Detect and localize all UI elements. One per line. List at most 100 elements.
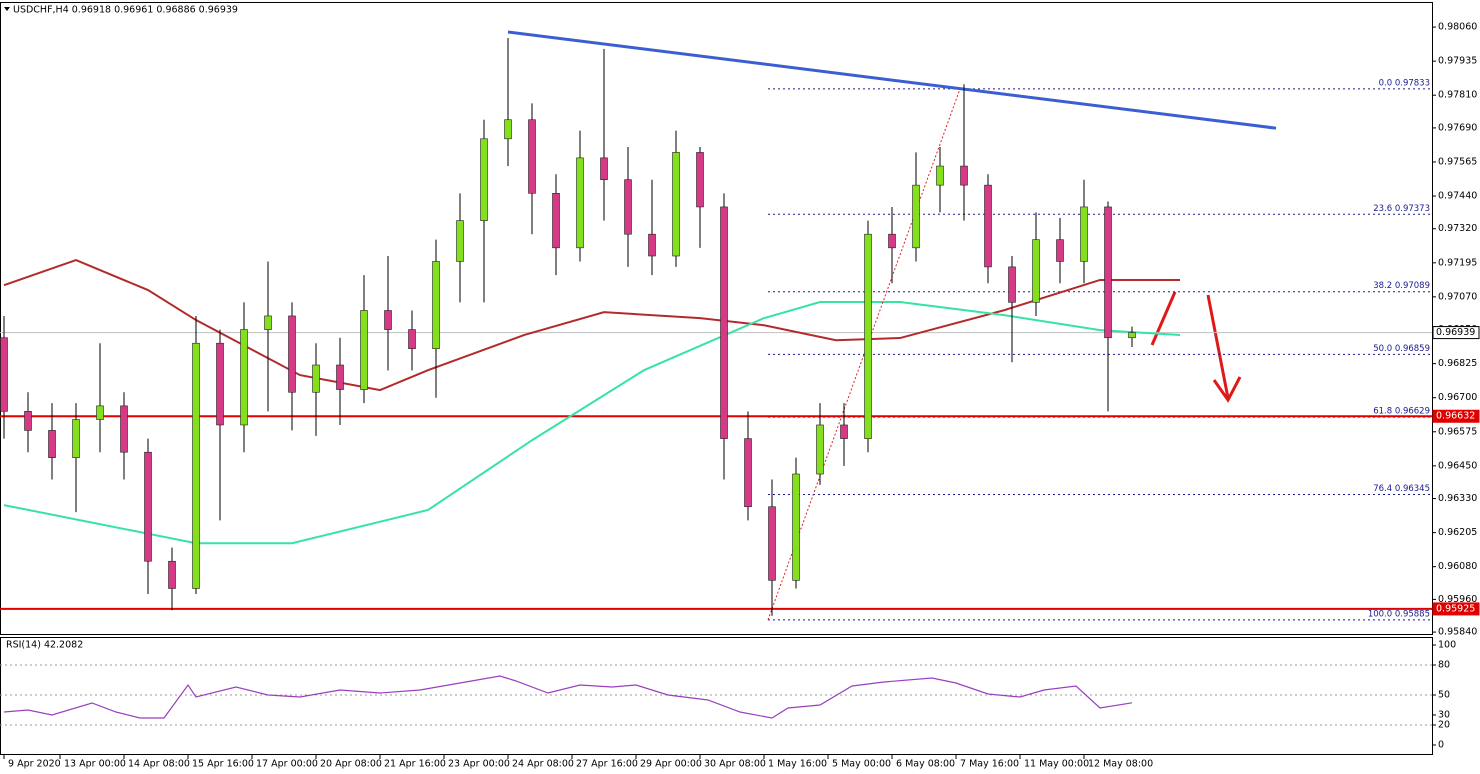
x-tick-label: 9 Apr 2020 [8,759,61,770]
candle-body [1080,206,1088,262]
y-tick-label: 80 [1438,660,1450,671]
candle-body [480,138,488,221]
x-tick-label: 20 Apr 08:00 [320,759,382,770]
candle-body [408,329,416,349]
price-label: 0.96632 [1436,411,1475,422]
y-tick-label: 0.96205 [1438,527,1477,538]
candle-body [504,119,512,140]
price-label-box [1432,409,1480,423]
rsi-panel-frame [0,637,1433,755]
x-tick-label: 15 Apr 16:00 [192,759,254,770]
x-tick-label: 30 Apr 08:00 [704,759,766,770]
candle-body [48,430,56,458]
y-tick-label: 0.96330 [1438,493,1477,504]
candle-body [288,315,296,393]
candle-body [648,233,656,257]
candle-body [720,206,728,439]
candle-body [552,193,560,249]
x-tick-label: 27 Apr 16:00 [576,759,638,770]
price-label: 0.95925 [1436,603,1475,614]
x-tick-label: 12 May 08:00 [1088,759,1153,770]
candle-body [816,424,824,475]
candle-body [1008,266,1016,303]
candle-body [216,342,224,426]
y-tick-label: 0.97320 [1438,223,1477,234]
fib-label: 50.0 0.96859 [1373,344,1430,354]
candle-body [312,364,320,393]
y-tick-label: 0.97565 [1438,156,1477,167]
candle-body [624,179,632,235]
y-tick-label: 0.97195 [1438,257,1477,268]
chart-title: USDCHF,H4 0.96918 0.96961 0.96886 0.9693… [13,5,238,16]
price-label: 0.96939 [1436,327,1475,338]
y-tick-label: 0.95840 [1438,627,1477,638]
y-tick-label: 0.96080 [1438,561,1477,572]
x-tick-label: 29 Apr 00:00 [640,759,702,770]
x-tick-label: 5 May 00:00 [832,759,891,770]
moving-average [3,301,1181,545]
rsi-line [3,675,1133,719]
arrow-head [1212,376,1242,403]
candle-body [432,261,440,349]
moving-average [3,259,1180,392]
candle-body [144,451,152,562]
fib-label: 0.0 0.97833 [1379,78,1430,88]
y-tick-label: 0.97070 [1438,291,1477,302]
candle-body [840,424,848,439]
candle-body [0,337,8,412]
candle-body [744,438,752,508]
price-label-box [1432,326,1480,340]
x-tick-label: 21 Apr 16:00 [384,759,446,770]
annotation-arrow-down [1206,294,1230,399]
candle-body [336,364,344,390]
candle-body [912,184,920,249]
candle-body [936,165,944,186]
x-tick-label: 11 May 00:00 [1024,759,1089,770]
main-panel-frame [0,2,1433,635]
trendline [507,30,1277,130]
x-tick-label: 6 May 08:00 [896,759,955,770]
candle-body [600,157,608,180]
candle-body [528,119,536,194]
x-tick-label: 13 Apr 00:00 [64,759,126,770]
y-tick-label: 0.97810 [1438,90,1477,101]
fib-label: 76.4 0.96345 [1373,484,1430,494]
candle-body [96,405,104,420]
x-tick-label: 23 Apr 00:00 [448,759,510,770]
y-tick-label: 0 [1438,740,1444,751]
x-tick-label: 17 Apr 00:00 [256,759,318,770]
candle-body [72,419,80,458]
candle-body [792,473,800,581]
collapse-icon [4,7,10,11]
candle-body [120,405,128,453]
candle-body [456,220,464,262]
candle-body [360,310,368,390]
candle-body [576,157,584,249]
candle-body [1104,206,1112,339]
x-tick-label: 7 May 16:00 [960,759,1019,770]
fib-label: 38.2 0.97089 [1373,281,1430,291]
annotation-arrow-up [1150,291,1177,346]
y-tick-label: 0.97935 [1438,56,1477,67]
y-tick-label: 0.96700 [1438,392,1477,403]
candle-body [240,329,248,426]
y-tick-label: 100 [1438,640,1456,651]
y-tick-label: 0.95960 [1438,594,1477,605]
candle-body [264,315,272,330]
candle-body [168,560,176,589]
candle-body [1128,332,1136,339]
x-tick-label: 1 May 16:00 [768,759,827,770]
y-tick-label: 0.98060 [1438,22,1477,33]
candle-body [888,233,896,249]
candle-body [672,152,680,257]
candle-body [1032,239,1040,303]
candle-body [696,152,704,208]
y-tick-label: 50 [1438,690,1450,701]
y-tick-label: 0.97690 [1438,122,1477,133]
fib-label: 100.0 0.95885 [1368,609,1430,619]
candle-body [384,310,392,330]
fib-label: 61.8 0.96629 [1373,407,1430,417]
candle-body [864,233,872,439]
candle-body [768,506,776,581]
